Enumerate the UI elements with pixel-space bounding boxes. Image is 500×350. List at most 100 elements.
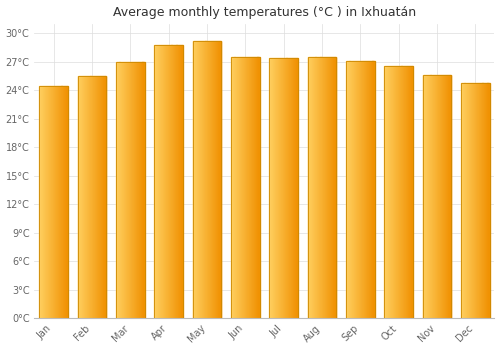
Bar xyxy=(177,45,178,318)
Bar xyxy=(63,86,64,318)
Bar xyxy=(206,41,207,318)
Bar xyxy=(120,62,121,318)
Bar xyxy=(286,58,287,318)
Bar xyxy=(314,57,316,318)
Bar xyxy=(422,75,452,318)
Bar xyxy=(440,75,442,318)
Bar xyxy=(350,61,351,318)
Bar xyxy=(274,58,275,318)
Bar xyxy=(99,76,100,318)
Bar xyxy=(231,57,260,318)
Bar xyxy=(131,62,132,318)
Bar xyxy=(214,41,215,318)
Bar xyxy=(142,62,143,318)
Bar xyxy=(351,61,352,318)
Bar xyxy=(78,76,106,318)
Bar xyxy=(369,61,370,318)
Bar xyxy=(175,45,176,318)
Bar xyxy=(136,62,137,318)
Title: Average monthly temperatures (°C ) in Ixhuatán: Average monthly temperatures (°C ) in Ix… xyxy=(113,6,416,19)
Bar xyxy=(218,41,219,318)
Bar xyxy=(346,61,348,318)
Bar xyxy=(42,86,43,318)
Bar xyxy=(412,66,413,318)
Bar xyxy=(100,76,102,318)
Bar xyxy=(426,75,427,318)
Bar xyxy=(116,62,144,318)
Bar xyxy=(316,57,317,318)
Bar xyxy=(314,57,315,318)
Bar xyxy=(422,75,424,318)
Bar xyxy=(65,86,66,318)
Bar xyxy=(250,57,251,318)
Bar xyxy=(91,76,92,318)
Bar xyxy=(480,83,481,318)
Bar xyxy=(133,62,134,318)
Bar xyxy=(439,75,440,318)
Bar xyxy=(318,57,319,318)
Bar xyxy=(172,45,173,318)
Bar xyxy=(104,76,105,318)
Bar xyxy=(464,83,466,318)
Bar xyxy=(319,57,320,318)
Bar xyxy=(243,57,244,318)
Bar xyxy=(211,41,212,318)
Bar xyxy=(384,66,385,318)
Bar xyxy=(280,58,281,318)
Bar xyxy=(60,86,61,318)
Bar xyxy=(220,41,222,318)
Bar xyxy=(397,66,398,318)
Bar xyxy=(138,62,139,318)
Bar xyxy=(181,45,182,318)
Bar xyxy=(285,58,286,318)
Bar xyxy=(444,75,445,318)
Bar xyxy=(482,83,483,318)
Bar xyxy=(488,83,489,318)
Bar xyxy=(182,45,183,318)
Bar xyxy=(116,62,144,318)
Bar xyxy=(327,57,328,318)
Bar xyxy=(64,86,65,318)
Bar xyxy=(95,76,96,318)
Bar xyxy=(84,76,85,318)
Bar xyxy=(353,61,354,318)
Bar xyxy=(199,41,200,318)
Bar xyxy=(78,76,106,318)
Bar xyxy=(394,66,395,318)
Bar xyxy=(84,76,86,318)
Bar xyxy=(174,45,175,318)
Bar xyxy=(116,62,117,318)
Bar xyxy=(124,62,126,318)
Bar xyxy=(321,57,322,318)
Bar xyxy=(178,45,180,318)
Bar xyxy=(78,76,79,318)
Bar xyxy=(252,57,253,318)
Bar xyxy=(392,66,393,318)
Bar xyxy=(479,83,480,318)
Bar xyxy=(436,75,437,318)
Bar xyxy=(259,57,260,318)
Bar xyxy=(216,41,217,318)
Bar xyxy=(159,45,160,318)
Bar xyxy=(81,76,82,318)
Bar xyxy=(192,41,194,318)
Bar xyxy=(308,57,336,318)
Bar xyxy=(277,58,278,318)
Bar xyxy=(232,57,233,318)
Bar xyxy=(157,45,158,318)
Bar xyxy=(468,83,469,318)
Bar xyxy=(408,66,410,318)
Bar xyxy=(48,86,50,318)
Bar xyxy=(246,57,248,318)
Bar xyxy=(180,45,181,318)
Bar xyxy=(45,86,46,318)
Bar xyxy=(371,61,372,318)
Bar xyxy=(239,57,240,318)
Bar xyxy=(234,57,235,318)
Bar xyxy=(118,62,119,318)
Bar xyxy=(278,58,280,318)
Bar xyxy=(158,45,160,318)
Bar xyxy=(210,41,212,318)
Bar xyxy=(79,76,80,318)
Bar xyxy=(164,45,165,318)
